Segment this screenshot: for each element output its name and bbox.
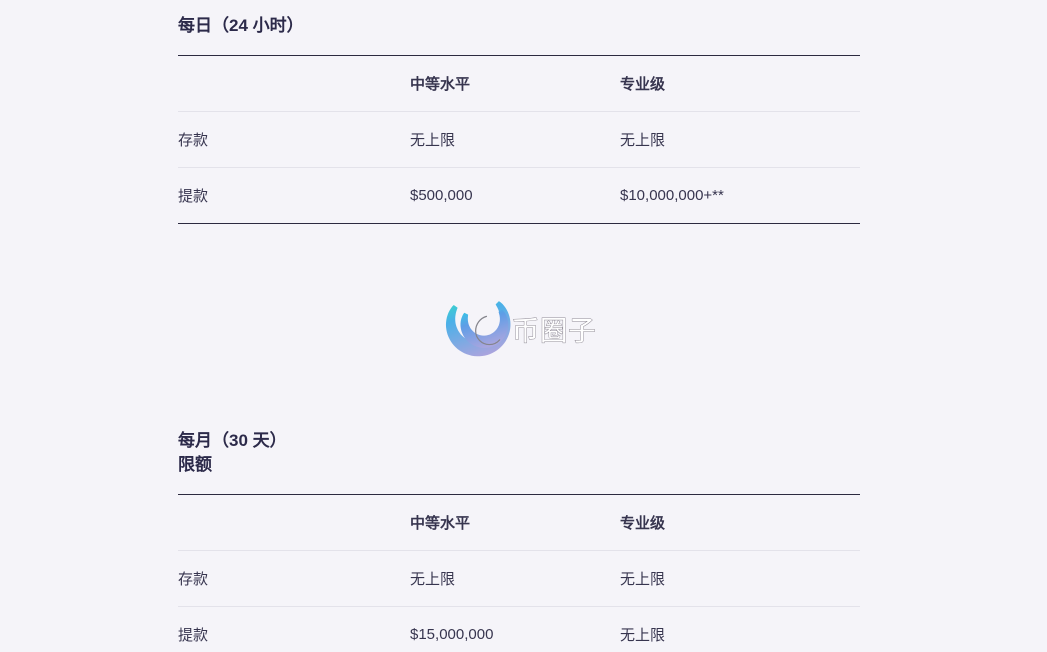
svg-text:币圈子: 币圈子 [512, 315, 597, 346]
